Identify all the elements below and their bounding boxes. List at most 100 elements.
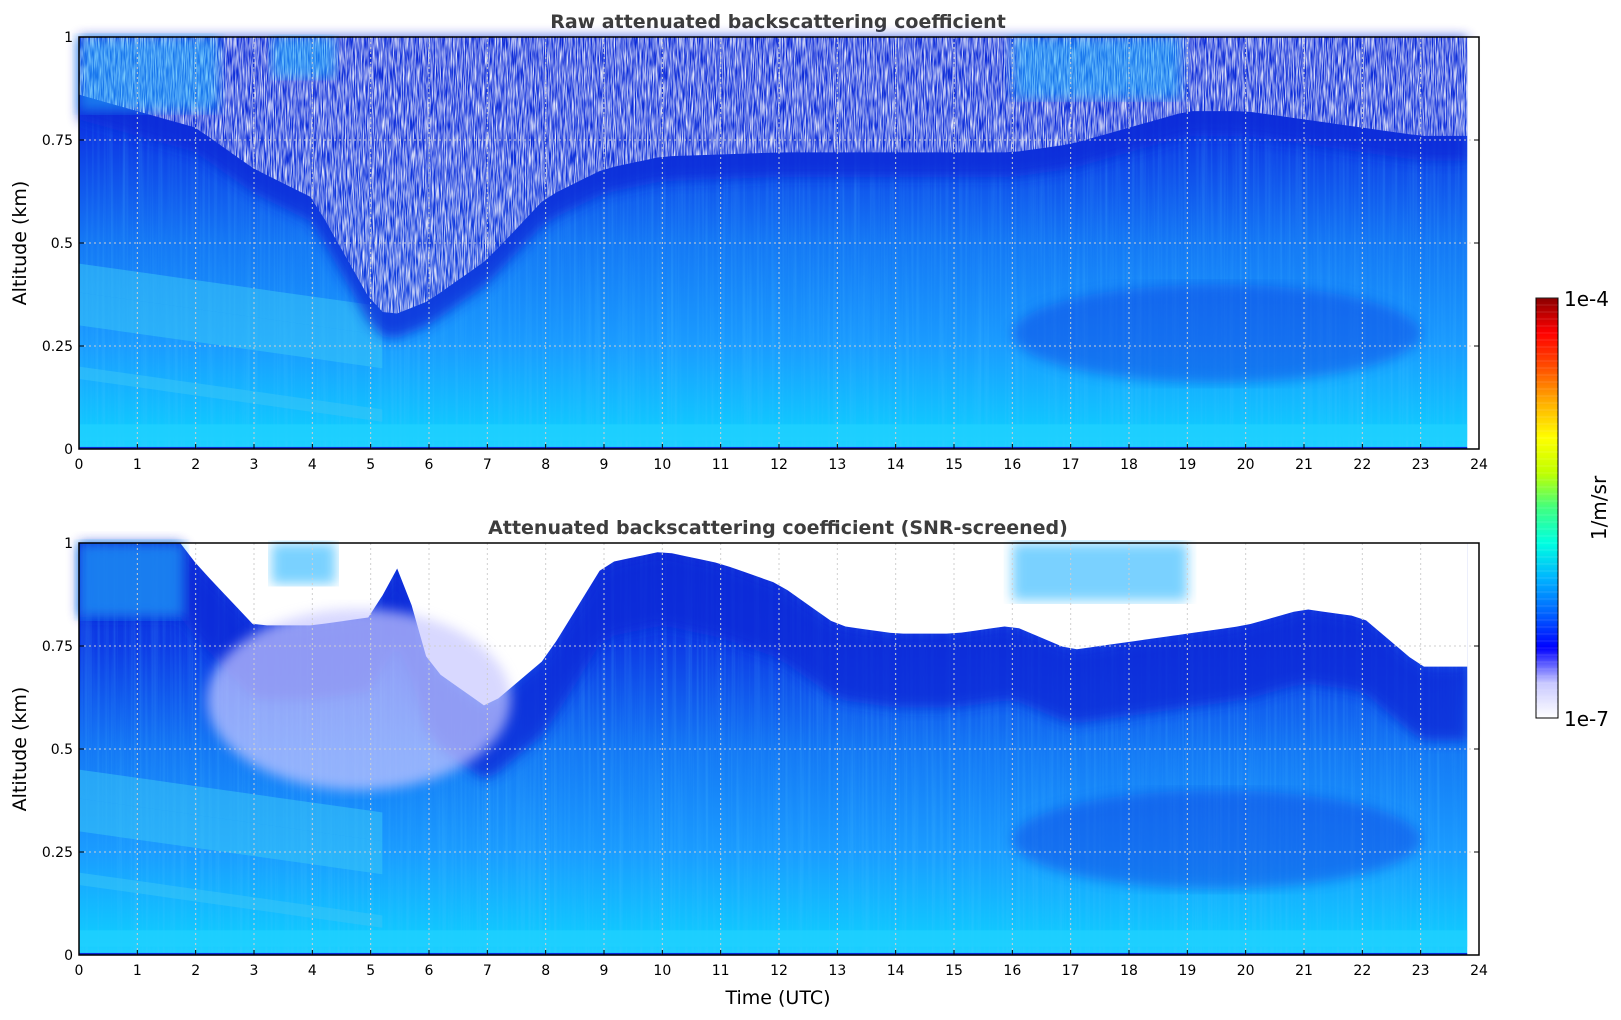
y-axis-label-raw: Altitude (km)	[9, 181, 31, 306]
colorbar-gradient	[1535, 297, 1559, 719]
no-data-region	[1467, 543, 1479, 955]
x-tick-label: 11	[712, 963, 730, 979]
aerosol-layer	[79, 872, 383, 928]
ground-line	[79, 446, 1468, 449]
x-tick-label: 0	[75, 457, 84, 473]
x-tick-label: 5	[366, 963, 375, 979]
x-tick-labels-screened: 0 1 2 3 4 5 6 7 8 9 10 11 12 13 14 15 16 17 18 19 20 21 22 23 24	[75, 963, 1488, 979]
clear-patch	[271, 37, 336, 79]
x-tick-label: 20	[1237, 963, 1255, 979]
x-tick-label: 3	[250, 457, 259, 473]
no-data-region	[1467, 37, 1479, 449]
x-tick-label: 10	[653, 963, 671, 979]
x-tick-label: 12	[770, 963, 788, 979]
colorbar-min-label: 1e-7	[1564, 707, 1609, 731]
y-tick-label: 0.5	[51, 236, 73, 252]
colorbar-max-label: 1e-4	[1564, 287, 1609, 311]
x-tick-label: 7	[483, 963, 492, 979]
x-tick-label: 4	[308, 963, 317, 979]
y-tick-label: 0.75	[42, 639, 73, 655]
x-tick-label: 14	[887, 457, 905, 473]
x-tick-label: 10	[653, 457, 671, 473]
clear-patch	[1012, 37, 1182, 99]
heatmap-panel-screened: Attenuated backscattering coefficient (S…	[9, 517, 1488, 1009]
colorbar: 1e-4 1e-7 1/m/sr	[1535, 287, 1611, 731]
clear-patch	[79, 543, 184, 618]
x-tick-label: 5	[366, 457, 375, 473]
plot-frame-screened	[78, 542, 1480, 956]
x-tick-label: 13	[828, 963, 846, 979]
y-tick-label: 0.5	[51, 742, 73, 758]
x-tick-label: 15	[945, 457, 963, 473]
x-tick-label: 21	[1295, 963, 1313, 979]
clear-patch	[271, 543, 336, 585]
x-tick-label: 13	[828, 457, 846, 473]
x-tick-label: 12	[770, 457, 788, 473]
x-tick-label: 20	[1237, 457, 1255, 473]
x-tick-label: 9	[600, 457, 609, 473]
y-tick-label: 0.25	[42, 339, 73, 355]
x-tick-label: 0	[75, 963, 84, 979]
x-tick-label: 8	[541, 963, 550, 979]
y-tick-label: 0.75	[42, 133, 73, 149]
y-tick-label: 0	[64, 442, 73, 458]
x-tick-label: 24	[1470, 457, 1488, 473]
aerosol-layer	[79, 366, 383, 422]
x-tick-label: 2	[191, 457, 200, 473]
chart-title-screened: Attenuated backscattering coefficient (S…	[488, 517, 1068, 539]
x-tick-label: 16	[1003, 963, 1021, 979]
x-tick-label: 8	[541, 457, 550, 473]
x-tick-label: 15	[945, 963, 963, 979]
x-tick-label: 23	[1412, 457, 1430, 473]
x-tick-label: 17	[1062, 457, 1080, 473]
x-tick-label: 22	[1353, 963, 1371, 979]
x-tick-label: 21	[1295, 457, 1313, 473]
x-axis-label: Time (UTC)	[724, 987, 830, 1009]
aerosol-layer	[79, 769, 383, 842]
boundary-layer-patch	[1012, 790, 1421, 890]
x-tick-label: 17	[1062, 963, 1080, 979]
surface-layer	[79, 424, 1468, 441]
aerosol-layer	[79, 263, 383, 336]
x-tick-label: 24	[1470, 963, 1488, 979]
grid-screened	[78, 542, 1480, 956]
colorbar-bands	[1536, 297, 1558, 712]
x-tick-label: 9	[600, 963, 609, 979]
grid-raw	[78, 36, 1480, 450]
x-tick-label: 19	[1178, 963, 1196, 979]
x-tick-label: 14	[887, 963, 905, 979]
x-tick-label: 1	[133, 457, 142, 473]
chart-title-raw: Raw attenuated backscattering coefficien…	[550, 11, 1006, 33]
clear-patch	[1012, 543, 1188, 601]
colorbar-unit-label: 1/m/sr	[1587, 475, 1611, 540]
aerosol-layer	[79, 292, 383, 369]
aerosol-layer	[79, 798, 383, 875]
faint-cloud	[207, 608, 511, 791]
y-tick-label: 0	[64, 948, 73, 964]
y-tick-labels-screened: 0 0.25 0.5 0.75 1	[42, 536, 73, 964]
x-tick-label: 11	[712, 457, 730, 473]
x-tick-label: 4	[308, 457, 317, 473]
heatmap-panel-raw: Raw attenuated backscattering coefficien…	[9, 11, 1488, 473]
surface-layer	[79, 930, 1468, 947]
boundary-layer-patch	[1012, 284, 1421, 384]
x-tick-label: 2	[191, 963, 200, 979]
plot-frame-raw	[78, 36, 1480, 450]
y-tick-label: 1	[64, 536, 73, 552]
clear-patch	[79, 37, 219, 112]
ground-line	[79, 952, 1468, 955]
x-tick-label: 18	[1120, 457, 1138, 473]
x-tick-labels-raw: 0 1 2 3 4 5 6 7 8 9 10 11 12 13 14 15 16 17 18 19 20 21 22 23 24	[75, 457, 1488, 473]
x-tick-label: 3	[250, 963, 259, 979]
y-tick-label: 0.25	[42, 845, 73, 861]
x-tick-label: 22	[1353, 457, 1371, 473]
x-tick-label: 19	[1178, 457, 1196, 473]
x-tick-label: 6	[425, 963, 434, 979]
y-tick-label: 1	[64, 30, 73, 46]
x-tick-label: 18	[1120, 963, 1138, 979]
y-tick-labels-raw: 0 0.25 0.5 0.75 1	[42, 30, 73, 458]
x-tick-label: 1	[133, 963, 142, 979]
x-tick-label: 23	[1412, 963, 1430, 979]
x-tick-label: 16	[1003, 457, 1021, 473]
